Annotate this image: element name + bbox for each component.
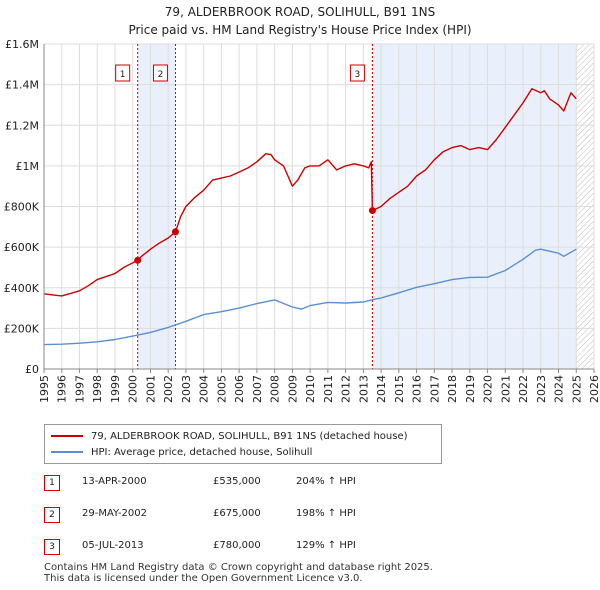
x-tick-label: 2007 xyxy=(251,375,264,403)
x-tick-label: 2015 xyxy=(393,375,406,403)
legend-label-property: 79, ALDERBROOK ROAD, SOLIHULL, B91 1NS (… xyxy=(91,430,408,442)
x-tick-label: 2022 xyxy=(517,375,530,403)
y-tick-label: £0 xyxy=(25,363,39,376)
x-tick-label: 2019 xyxy=(464,375,477,403)
chart-title: 79, ALDERBROOK ROAD, SOLIHULL, B91 1NS P… xyxy=(0,3,600,39)
transaction-hpi: 198% ↑ HPI xyxy=(296,508,356,519)
x-tick-label: 2014 xyxy=(375,375,388,403)
sale-point xyxy=(368,207,376,215)
transaction-date: 29-MAY-2002 xyxy=(82,508,148,519)
y-tick-label: £1.4M xyxy=(5,79,39,92)
sale-label-text: 3 xyxy=(355,70,361,80)
x-tick-label: 2000 xyxy=(127,375,140,403)
x-tick-label: 2026 xyxy=(588,375,600,403)
transaction-row: 1 13-APR-2000 £535,000 204% ↑ HPI xyxy=(0,473,600,493)
y-tick-label: £400K xyxy=(4,282,40,295)
footer-line2: This data is licensed under the Open Gov… xyxy=(44,573,363,584)
y-tick-label: £1M xyxy=(16,160,40,173)
legend-item-hpi: HPI: Average price, detached house, Soli… xyxy=(51,445,312,459)
x-tick-label: 2020 xyxy=(482,375,495,403)
hpi-line xyxy=(43,248,577,346)
x-tick-label: 1997 xyxy=(73,375,86,403)
x-tick-label: 1999 xyxy=(109,375,122,403)
footer-line1: Contains HM Land Registry data © Crown c… xyxy=(44,562,433,573)
y-tick-label: £800K xyxy=(4,201,40,214)
x-tick-label: 2009 xyxy=(286,375,299,403)
x-tick-label: 2003 xyxy=(180,375,193,403)
legend-label-hpi: HPI: Average price, detached house, Soli… xyxy=(91,446,313,458)
sale-label-text: 1 xyxy=(120,70,126,80)
legend-swatch-property xyxy=(51,435,83,437)
transaction-date: 13-APR-2000 xyxy=(82,476,147,487)
transaction-hpi: 204% ↑ HPI xyxy=(296,476,356,487)
price-chart: 1 2 3 £0 £200K £400K £600K £800K £1M £1.2M £1.4M £1… xyxy=(4,38,600,403)
sale-label-text: 2 xyxy=(158,70,164,80)
x-tick-label: 2005 xyxy=(215,375,228,403)
transaction-hpi: 129% ↑ HPI xyxy=(296,540,356,551)
transaction-price: £780,000 xyxy=(213,540,261,551)
x-tick-label: 2024 xyxy=(553,375,566,403)
sale-label-box xyxy=(349,64,365,82)
transaction-marker: 2 xyxy=(44,507,60,523)
transaction-row: 3 05-JUL-2013 £780,000 129% ↑ HPI xyxy=(0,537,600,557)
transaction-marker: 3 xyxy=(44,539,60,555)
sale-point xyxy=(171,228,179,236)
title-line1: 79, ALDERBROOK ROAD, SOLIHULL, B91 1NS xyxy=(164,5,436,19)
title-line2: Price paid vs. HM Land Registry's House … xyxy=(128,23,472,37)
x-tick-label: 2011 xyxy=(322,375,335,403)
x-tick-label: 2013 xyxy=(357,375,370,403)
x-tick-label: 2021 xyxy=(499,375,512,403)
legend-item-property: 79, ALDERBROOK ROAD, SOLIHULL, B91 1NS (… xyxy=(51,429,408,443)
y-tick-label: £600K xyxy=(4,241,40,254)
x-tick-label: 2023 xyxy=(535,375,548,403)
x-tick-label: 2017 xyxy=(428,375,441,403)
x-tick-label: 2004 xyxy=(198,375,211,403)
y-tick-label: £1.6M xyxy=(5,38,39,51)
x-tick-label: 2016 xyxy=(411,375,424,403)
property-price-line xyxy=(43,88,577,297)
x-tick-label: 2018 xyxy=(446,375,459,403)
x-tick-label: 2002 xyxy=(162,375,175,403)
footer: Contains HM Land Registry data © Crown c… xyxy=(44,562,433,584)
x-tick-label: 1996 xyxy=(56,375,69,403)
sale-point xyxy=(134,256,142,264)
sale-label-box xyxy=(152,64,168,82)
x-tick-label: 2001 xyxy=(144,375,157,403)
x-tick-label: 1995 xyxy=(38,375,51,403)
legend-swatch-hpi xyxy=(51,451,83,453)
transaction-price: £535,000 xyxy=(213,476,261,487)
x-tick-label: 1998 xyxy=(91,375,104,403)
transaction-marker: 1 xyxy=(44,475,60,491)
x-tick-label: 2025 xyxy=(570,375,583,403)
legend: 79, ALDERBROOK ROAD, SOLIHULL, B91 1NS (… xyxy=(44,424,442,464)
x-tick-label: 2010 xyxy=(304,375,317,403)
transaction-row: 2 29-MAY-2002 £675,000 198% ↑ HPI xyxy=(0,505,600,525)
transaction-date: 05-JUL-2013 xyxy=(82,540,144,551)
x-tick-label: 2006 xyxy=(233,375,246,403)
transaction-price: £675,000 xyxy=(213,508,261,519)
x-tick-label: 2012 xyxy=(340,375,353,403)
sale-label-box xyxy=(115,64,131,82)
x-tick-label: 2008 xyxy=(269,375,282,403)
y-tick-label: £200K xyxy=(4,322,40,335)
y-tick-label: £1.2M xyxy=(5,119,39,132)
